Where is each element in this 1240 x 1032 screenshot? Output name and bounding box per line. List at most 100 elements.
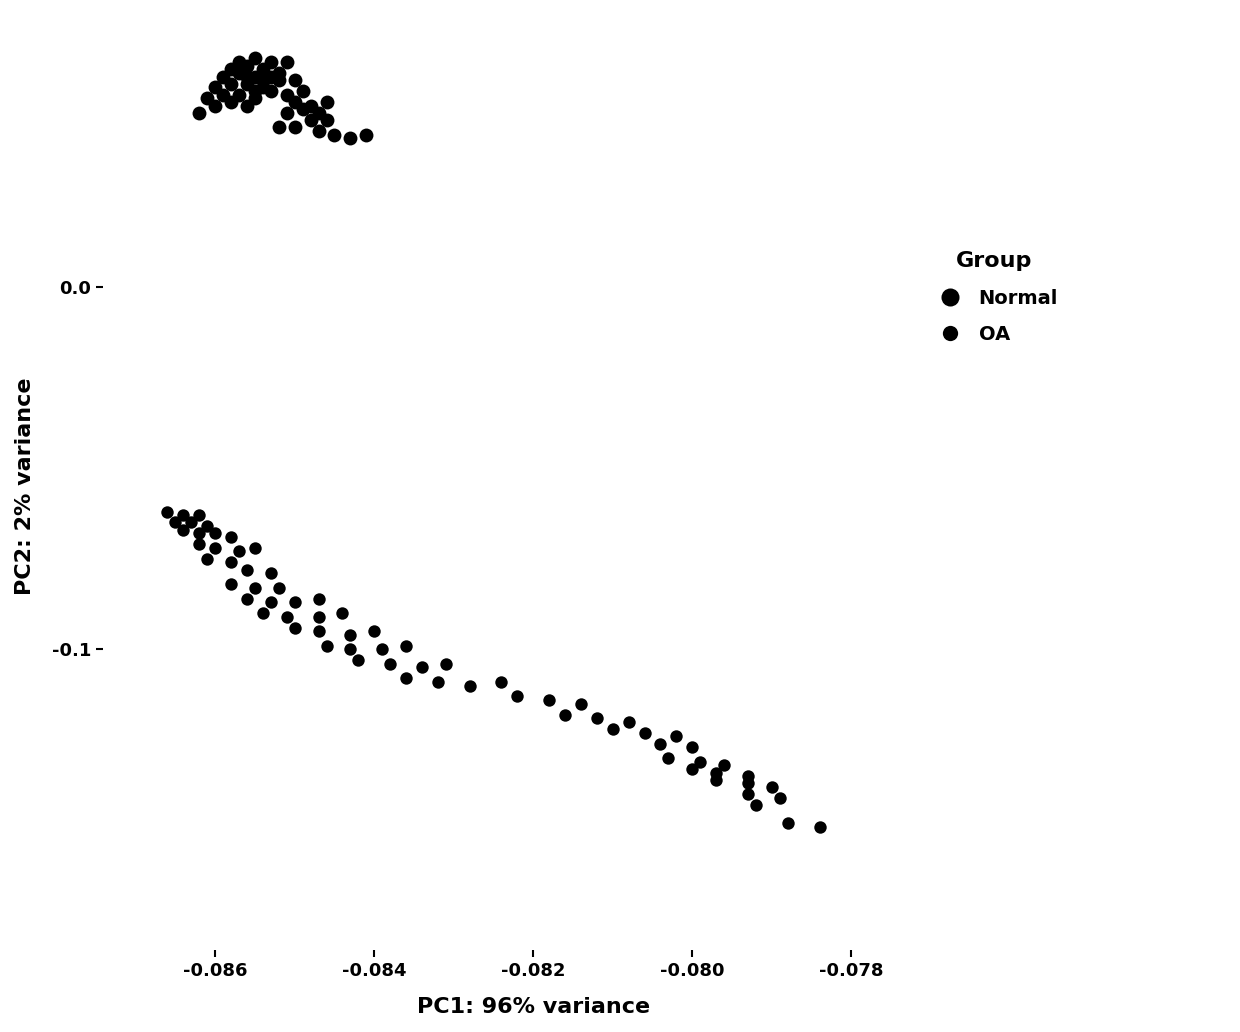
Point (165, 514, 185, 530)
Point (316, 638, 336, 654)
Point (229, 543, 249, 559)
Point (381, 655, 401, 672)
Point (260, 565, 280, 581)
Point (761, 779, 781, 796)
X-axis label: PC1: 96% variance: PC1: 96% variance (417, 997, 650, 1017)
Point (707, 772, 727, 788)
Point (260, 54, 280, 70)
Point (206, 525, 226, 542)
Point (246, 580, 265, 596)
Point (221, 576, 241, 592)
Point (341, 626, 361, 643)
Point (197, 518, 217, 535)
Point (356, 126, 376, 142)
Point (190, 525, 210, 542)
Point (221, 528, 241, 545)
Point (436, 655, 456, 672)
Point (507, 688, 527, 705)
Point (221, 61, 241, 77)
Point (181, 514, 201, 530)
Point (396, 670, 415, 686)
Point (246, 68, 265, 85)
Point (309, 123, 329, 139)
Point (253, 79, 273, 96)
Point (260, 594, 280, 611)
Point (300, 111, 320, 128)
Point (237, 561, 257, 578)
Point (174, 507, 193, 523)
Point (246, 90, 265, 106)
Point (651, 736, 671, 752)
Point (428, 674, 448, 690)
Point (269, 119, 289, 135)
Point (174, 521, 193, 538)
Point (309, 623, 329, 640)
Point (190, 507, 210, 523)
Point (229, 54, 249, 70)
Point (325, 126, 345, 142)
Point (309, 590, 329, 607)
Point (157, 504, 177, 520)
Point (309, 609, 329, 625)
Point (460, 677, 480, 694)
Point (396, 638, 415, 654)
Point (277, 54, 296, 70)
Point (539, 691, 559, 708)
Point (738, 768, 758, 784)
Point (237, 75, 257, 92)
Point (237, 97, 257, 114)
Point (293, 83, 312, 99)
Point (341, 641, 361, 657)
Point (619, 713, 639, 730)
Point (491, 674, 511, 690)
Point (341, 130, 361, 147)
Point (285, 594, 305, 611)
Legend: Normal, OA: Normal, OA (923, 244, 1066, 352)
Point (777, 815, 797, 832)
Point (213, 68, 233, 85)
Point (603, 720, 622, 737)
Point (738, 775, 758, 792)
Point (666, 729, 686, 745)
Point (635, 724, 655, 741)
Point (348, 652, 368, 669)
Point (285, 119, 305, 135)
Point (738, 786, 758, 803)
Point (197, 90, 217, 106)
Point (746, 797, 766, 813)
Point (556, 706, 575, 722)
Point (237, 58, 257, 74)
Point (316, 111, 336, 128)
Point (206, 79, 226, 96)
Point (190, 536, 210, 552)
Point (285, 94, 305, 110)
Point (285, 72, 305, 89)
Point (206, 540, 226, 556)
Point (229, 87, 249, 103)
Point (300, 97, 320, 114)
Point (197, 550, 217, 567)
Point (269, 580, 289, 596)
Point (229, 65, 249, 82)
Point (293, 101, 312, 118)
Point (365, 623, 384, 640)
Point (221, 94, 241, 110)
Point (237, 68, 257, 85)
Point (332, 605, 352, 621)
Point (682, 739, 702, 755)
Point (412, 659, 432, 676)
Point (246, 83, 265, 99)
Point (572, 696, 591, 712)
Point (190, 104, 210, 121)
Point (285, 619, 305, 636)
Point (246, 51, 265, 67)
Point (253, 72, 273, 89)
Y-axis label: PC2: 2% variance: PC2: 2% variance (15, 378, 35, 595)
Point (277, 87, 296, 103)
Point (682, 761, 702, 777)
Point (253, 605, 273, 621)
Point (221, 554, 241, 571)
Point (213, 87, 233, 103)
Point (253, 61, 273, 77)
Point (810, 818, 830, 835)
